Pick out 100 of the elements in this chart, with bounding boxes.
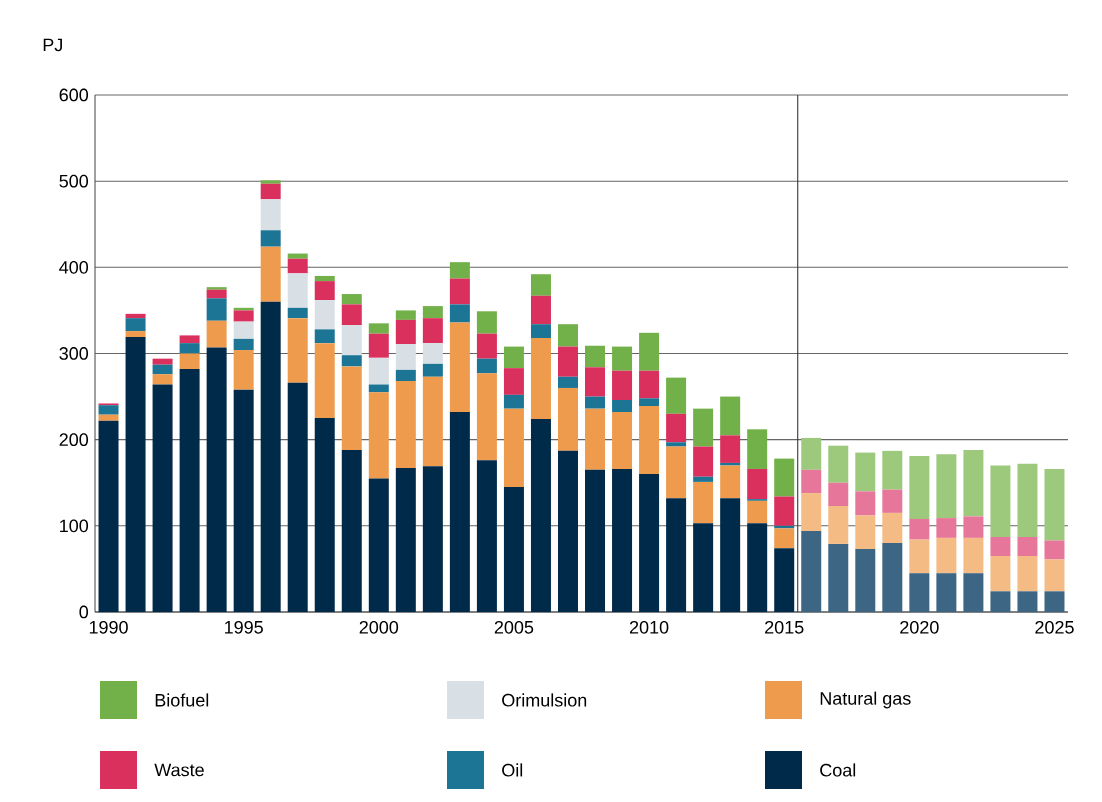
bar	[368, 357, 389, 385]
bar	[557, 387, 578, 451]
x-tick-label: 2010	[629, 620, 669, 634]
bar	[801, 493, 822, 531]
bar	[422, 306, 443, 319]
bar	[476, 373, 497, 461]
bar	[693, 481, 714, 524]
bar	[990, 555, 1011, 592]
bar	[720, 465, 741, 499]
bar	[557, 450, 578, 612]
bar	[585, 396, 606, 409]
bar	[855, 452, 876, 492]
bar	[503, 394, 524, 409]
bar	[314, 300, 335, 330]
bar	[395, 344, 416, 370]
bar	[503, 487, 524, 612]
bar	[422, 343, 443, 364]
legend-label: Waste	[154, 763, 204, 777]
bar	[801, 530, 822, 612]
bar	[287, 273, 308, 308]
bar	[233, 389, 254, 612]
bar	[125, 318, 146, 332]
bar	[314, 343, 335, 419]
bar	[206, 320, 227, 348]
bar	[206, 289, 227, 299]
bar	[720, 498, 741, 612]
bar	[612, 400, 633, 413]
bar	[368, 333, 389, 358]
bar	[990, 537, 1011, 556]
bar	[936, 537, 957, 574]
bar	[774, 528, 795, 549]
bar	[503, 368, 524, 395]
bar	[233, 321, 254, 339]
bar	[314, 275, 335, 282]
bar	[341, 304, 362, 326]
bar	[476, 311, 497, 334]
bar	[125, 337, 146, 612]
bar	[368, 478, 389, 612]
bar	[1044, 559, 1065, 592]
bar	[801, 437, 822, 470]
bar	[422, 466, 443, 612]
bar	[774, 496, 795, 526]
bar	[828, 445, 849, 483]
y-axis-title: PJ	[43, 38, 62, 52]
x-tick-label: 2015	[765, 620, 804, 634]
x-tick-label: 2020	[900, 620, 939, 634]
bar	[341, 355, 362, 367]
bar	[666, 498, 687, 612]
bar	[936, 518, 957, 538]
x-tick-label: 1990	[89, 620, 128, 634]
bar	[1017, 537, 1038, 556]
bar	[720, 462, 741, 466]
bar	[98, 414, 119, 421]
bar	[287, 258, 308, 274]
bar	[990, 465, 1011, 538]
bar	[963, 516, 984, 538]
bar	[639, 398, 660, 407]
bar	[693, 408, 714, 447]
bar	[828, 482, 849, 506]
bar	[666, 442, 687, 447]
bar	[585, 345, 606, 368]
bar	[639, 406, 660, 475]
bar	[585, 408, 606, 470]
bar	[585, 469, 606, 612]
bar	[125, 331, 146, 338]
bar	[1044, 468, 1065, 541]
bar	[503, 408, 524, 488]
bar	[206, 287, 227, 290]
bar	[287, 307, 308, 319]
bar	[98, 420, 119, 612]
legend-label: Orimulsion	[502, 693, 587, 707]
bar	[503, 346, 524, 369]
bar	[882, 450, 903, 490]
bar	[260, 199, 281, 231]
bar	[1017, 591, 1038, 612]
bar	[233, 338, 254, 351]
y-tick-label: 0	[79, 605, 89, 619]
legend-label: Oil	[502, 763, 523, 777]
bar	[314, 281, 335, 301]
bar	[936, 454, 957, 519]
bar	[639, 370, 660, 399]
bar	[476, 333, 497, 359]
bar	[395, 369, 416, 382]
bar	[422, 363, 443, 377]
bar	[990, 591, 1011, 612]
bar	[152, 364, 173, 375]
bar	[260, 246, 281, 302]
bar	[612, 370, 633, 401]
bar	[341, 449, 362, 612]
bar	[449, 278, 470, 305]
y-tick-label: 600	[59, 88, 89, 102]
bar	[855, 515, 876, 550]
y-tick-label: 400	[59, 260, 89, 274]
bar	[720, 435, 741, 463]
bar	[747, 500, 768, 524]
bar	[557, 376, 578, 388]
bar	[909, 573, 930, 612]
bar	[476, 358, 497, 374]
bar	[368, 384, 389, 393]
bar	[1044, 540, 1065, 560]
